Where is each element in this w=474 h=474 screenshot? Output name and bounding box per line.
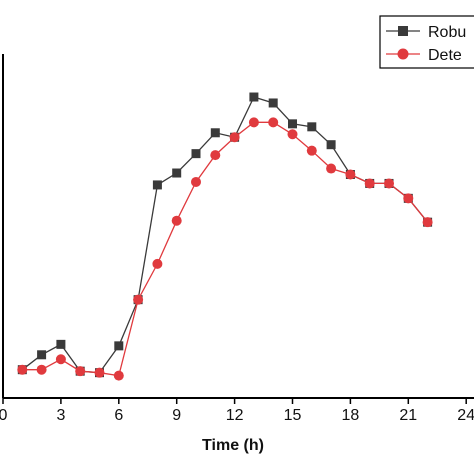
series-1-line <box>21 96 429 374</box>
series-1-point <box>152 180 162 190</box>
x-tick-label-3: 3 <box>56 407 65 424</box>
plot-frame <box>2 54 474 399</box>
series-2-point <box>17 364 28 375</box>
series-2-point <box>210 150 221 161</box>
legend-label-series-2: Dete <box>428 47 462 64</box>
x-tick-label-15: 15 <box>284 407 302 424</box>
x-tick-label-0: 0 <box>0 407 8 424</box>
series-1 <box>17 92 433 378</box>
series-1-point <box>172 168 182 178</box>
series-2-point <box>403 193 414 204</box>
series-2 <box>17 117 433 381</box>
series-1-point <box>307 122 317 132</box>
x-tick-label-12: 12 <box>226 407 244 424</box>
x-axis-ticks: 0 3 6 9 12 15 18 21 24 <box>0 398 474 424</box>
series-2-point <box>306 145 317 156</box>
x-tick-label-9: 9 <box>172 407 181 424</box>
series-1-point <box>268 98 278 108</box>
series-2-point <box>152 258 163 269</box>
series-2-point <box>229 132 240 143</box>
x-axis-label: Time (h) <box>202 437 264 454</box>
series-2-point <box>113 370 124 381</box>
x-tick-label-21: 21 <box>399 407 417 424</box>
series-2-point <box>94 367 105 378</box>
series-1-point <box>288 119 297 129</box>
series-1-point <box>37 350 47 360</box>
series-2-point <box>364 178 375 189</box>
series-1-point <box>114 341 124 351</box>
series-2-point <box>75 366 86 377</box>
series-2-point <box>133 294 144 305</box>
series-2-point <box>422 217 433 228</box>
series-1-point <box>326 140 336 150</box>
series-2-point <box>384 178 394 189</box>
series-2-point <box>345 169 356 180</box>
series-2-point <box>248 117 259 128</box>
series-2-point <box>326 163 337 174</box>
legend-box <box>379 15 474 69</box>
series-1-point <box>210 128 220 138</box>
series-layer <box>17 92 433 381</box>
x-tick-label-18: 18 <box>342 407 360 424</box>
series-2-point <box>268 117 279 128</box>
series-2-point <box>287 129 298 140</box>
x-tick-label-24: 24 <box>457 407 474 424</box>
series-1-point <box>191 149 201 159</box>
series-2-line <box>22 121 429 377</box>
legend-label-series-1: Robu <box>428 24 466 41</box>
series-2-point <box>171 215 182 226</box>
legend: Robu Dete <box>379 15 474 69</box>
series-2-point <box>191 176 201 187</box>
x-tick-label-6: 6 <box>114 407 123 424</box>
series-1-point <box>249 92 259 102</box>
legend-marker-series-2 <box>397 48 409 60</box>
series-2-point <box>55 354 66 365</box>
series-2-point <box>36 364 47 375</box>
legend-marker-series-1 <box>398 26 408 36</box>
series-1-point <box>56 339 66 349</box>
